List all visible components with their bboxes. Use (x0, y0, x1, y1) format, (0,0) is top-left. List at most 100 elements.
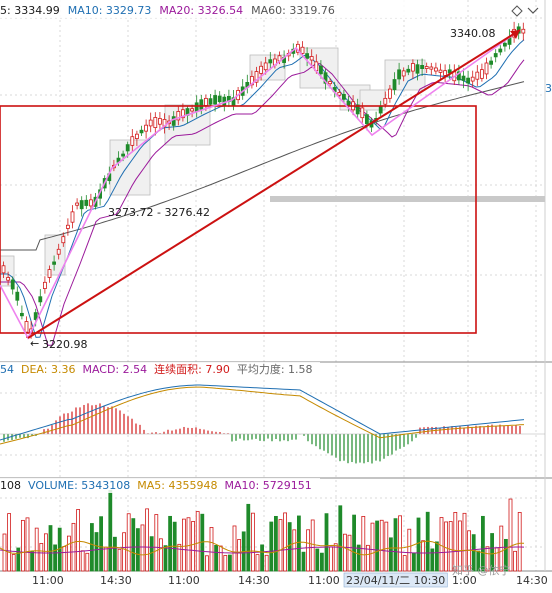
volume-bar (480, 515, 485, 572)
candle-body (15, 291, 20, 301)
volume-bar (457, 520, 462, 572)
candle-body (38, 296, 43, 303)
volume-legend: 108 VOLUME: 5343108 MA5: 4355948 MA10: 5729… (0, 478, 320, 493)
volume-bar (444, 521, 449, 572)
candle-body (89, 199, 93, 207)
legend-item: VOLUME: 5343108 (28, 479, 130, 492)
volume-bar (517, 512, 522, 572)
candle-body (6, 277, 10, 281)
volume-bar (2, 533, 7, 572)
ma60-line (0, 81, 525, 251)
volume-bar (223, 555, 228, 572)
volume-bar (306, 529, 311, 572)
volume-bar (71, 522, 76, 572)
candle-body (153, 117, 158, 129)
candle-body (190, 108, 195, 112)
volume-bar (407, 528, 412, 572)
volume-bar (16, 547, 21, 572)
zone-rectangle[interactable] (0, 105, 477, 334)
candle-body (121, 153, 125, 157)
volume-bar (44, 533, 48, 572)
gray-band (270, 196, 545, 202)
volume-bar (195, 511, 200, 572)
volume-bar (94, 532, 99, 572)
volume-bar (255, 554, 260, 572)
volume-bar (315, 548, 320, 572)
trend-lines[interactable] (0, 29, 521, 340)
candle-body (199, 99, 204, 110)
volume-bar (117, 548, 122, 572)
candle-body (470, 76, 475, 82)
candle-body (341, 93, 346, 100)
volume-bar (232, 525, 237, 572)
candle-body (134, 133, 139, 139)
legend-item: MACD: 2.54 (82, 363, 147, 376)
volume-bar (154, 514, 159, 572)
candle-body (387, 88, 392, 99)
legend-bg (0, 0, 420, 18)
candle-body (33, 312, 38, 320)
candle-body (475, 71, 480, 80)
volume-bar (99, 516, 103, 572)
volume-bar (338, 505, 343, 572)
candle-body (392, 79, 397, 91)
candle-body (194, 102, 199, 112)
time-label: 11:00 (32, 574, 64, 587)
volume-bar (283, 512, 288, 572)
candle-body (466, 77, 471, 84)
chevron-down-icon[interactable] (527, 7, 539, 14)
volume-bar (131, 518, 136, 572)
right-edge-price: 33 (545, 82, 552, 95)
candle-body (415, 64, 420, 74)
volume-bar (365, 544, 370, 572)
candle-body (180, 109, 185, 119)
volume-bar (237, 539, 242, 572)
candle-body (70, 211, 75, 223)
volume-bar (140, 524, 145, 572)
volume-bar (67, 535, 71, 572)
volume-bar (347, 534, 352, 572)
time-label: 14:30 (238, 574, 270, 587)
volume-bar (204, 555, 209, 572)
candle-body (176, 111, 181, 121)
volume-bar (158, 538, 163, 572)
candle-body (217, 95, 222, 103)
candle-body (300, 46, 305, 54)
pivot-box (44, 234, 66, 276)
volume-bar (126, 513, 131, 572)
volume-bar (278, 519, 283, 572)
candle-body (125, 144, 130, 152)
volume-bar (11, 554, 16, 572)
volume-bar (209, 527, 214, 572)
candle-body (364, 114, 369, 125)
volume-bar (39, 543, 44, 572)
volume-bar (214, 545, 219, 572)
candle-body (79, 200, 84, 210)
volume-bar (90, 523, 94, 572)
candle-body (171, 116, 176, 126)
legend-item: MA10: 5729151 (224, 479, 311, 492)
time-label: 14:30 (100, 574, 132, 587)
volume-bar (250, 512, 255, 572)
candle-body (498, 48, 503, 53)
volume-bar (352, 514, 357, 572)
legend-item: 54 (0, 363, 14, 376)
candle-body (1, 265, 6, 274)
volume-bar (85, 552, 90, 572)
volume-bar (471, 534, 476, 572)
volume-bar (218, 545, 223, 572)
candle-body (401, 70, 406, 77)
candle-body (148, 119, 153, 127)
candle-body (337, 92, 342, 96)
volume-bar (462, 512, 467, 572)
diamond-icon[interactable] (511, 5, 523, 17)
volume-bar (508, 498, 513, 572)
volume-bar (503, 538, 508, 572)
volume-bar (145, 508, 150, 572)
candle-body (456, 71, 461, 81)
time-label: 11:00 (308, 574, 340, 587)
volume-bar (513, 550, 517, 572)
red-trend-line (27, 29, 521, 339)
time-label: 14:30 (516, 574, 548, 587)
